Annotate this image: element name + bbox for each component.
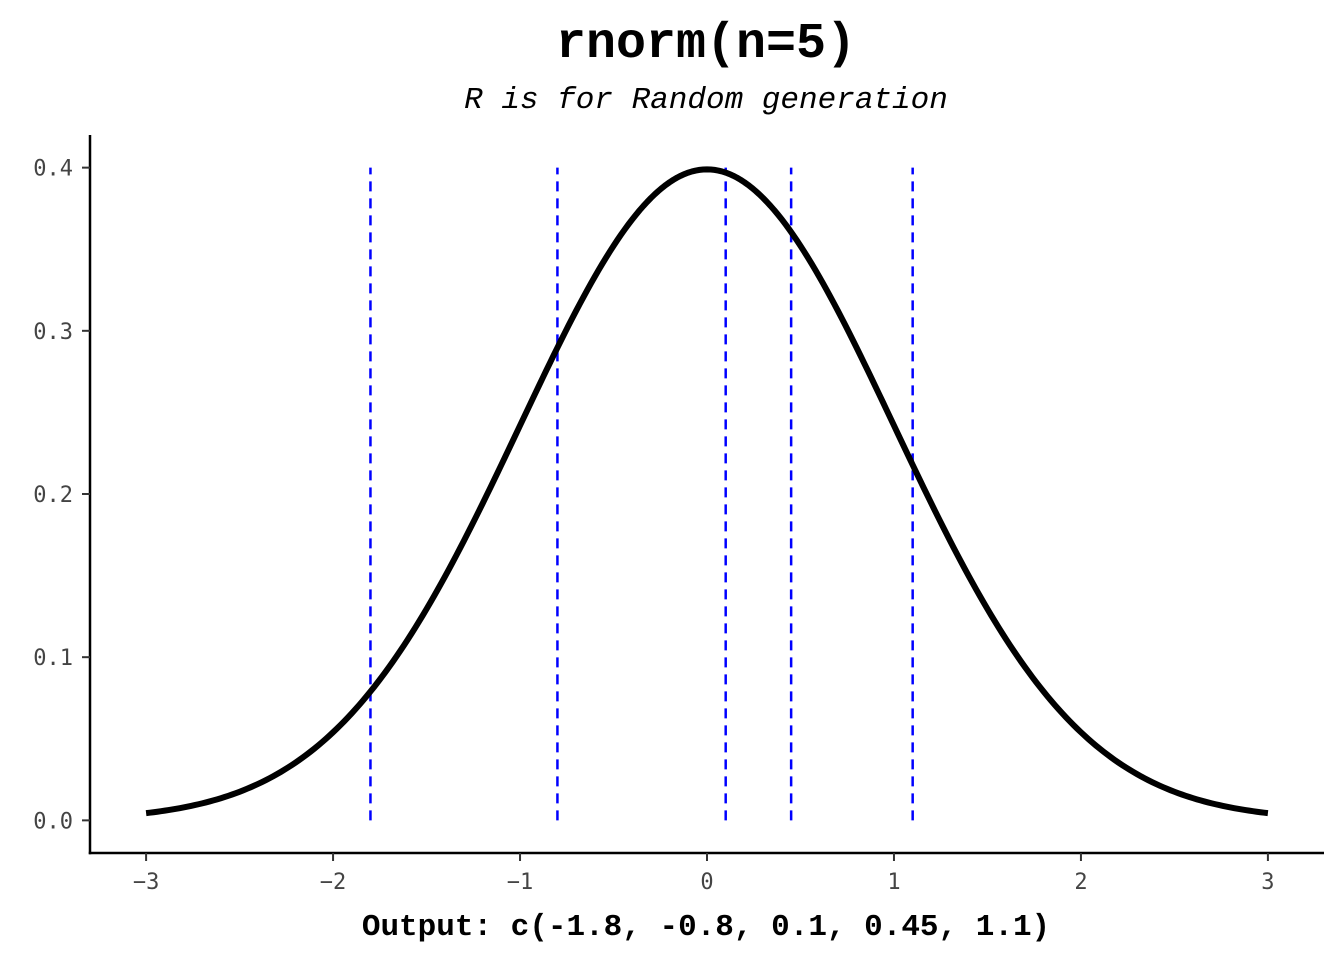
x-ticks: −3 −2 −1 0 1 2 3 — [133, 853, 1275, 895]
x-tick-label: −3 — [133, 870, 160, 895]
y-ticks: 0.0 0.1 0.2 0.3 0.4 — [33, 157, 90, 834]
y-tick-label: 0.0 — [33, 809, 73, 834]
y-tick-label: 0.2 — [33, 483, 73, 508]
x-tick-label: 0 — [700, 870, 713, 895]
y-tick-label: 0.3 — [33, 320, 73, 345]
y-tick-label: 0.1 — [33, 646, 73, 671]
x-tick-label: 3 — [1261, 870, 1274, 895]
density-curve — [145, 166, 1269, 817]
x-tick-label: 1 — [887, 870, 900, 895]
chart-subtitle: R is for Random generation — [464, 83, 948, 118]
x-tick-label: 2 — [1074, 870, 1087, 895]
plot-area — [145, 166, 1269, 821]
x-tick-label: −1 — [507, 870, 534, 895]
y-tick-label: 0.4 — [33, 157, 73, 182]
x-tick-label: −2 — [320, 870, 347, 895]
axes: −3 −2 −1 0 1 2 3 0.0 0.1 0.2 0.3 0.4 — [33, 135, 1324, 895]
chart-title: rnorm(n=5) — [556, 16, 856, 73]
x-axis-label: Output: c(-1.8, -0.8, 0.1, 0.45, 1.1) — [362, 910, 1050, 945]
sample-lines — [369, 167, 914, 821]
